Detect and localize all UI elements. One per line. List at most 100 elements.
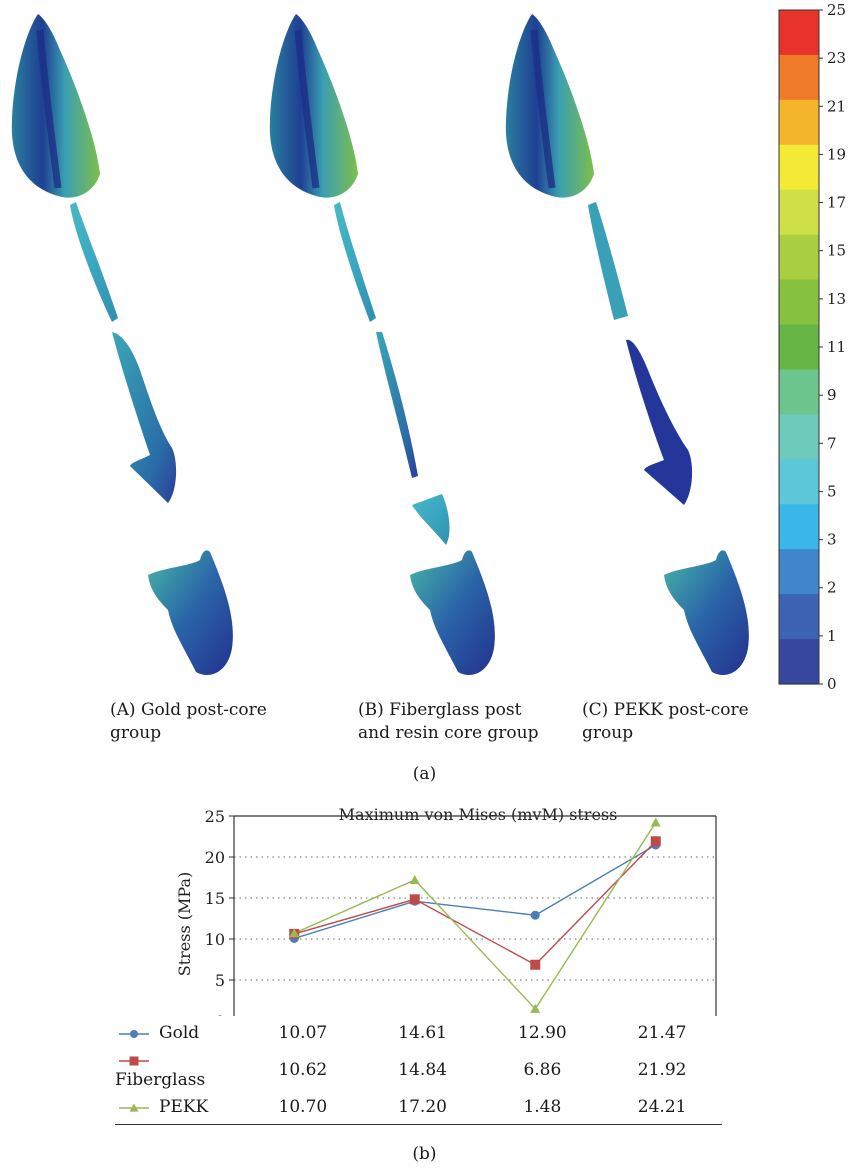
data-point-square (530, 959, 541, 970)
gold-crown-model (11, 14, 101, 198)
colorbar-segment (779, 369, 819, 415)
pekk-root-model (664, 550, 749, 675)
table-cell: 21.92 (637, 1060, 687, 1080)
series-line-gold (294, 844, 657, 940)
colorbar-segment (779, 324, 819, 371)
legend-entry: Gold (115, 1016, 243, 1050)
colorbar-tick-label: 1 (827, 627, 837, 645)
caption-fiberglass-line2: and resin core group (358, 723, 539, 743)
colorbar-tick-label: 7 (827, 434, 837, 452)
colorbar-segment (779, 639, 819, 685)
fiberglass-root-model (410, 550, 495, 675)
data-point-triangle (409, 874, 420, 884)
series-markers (289, 817, 661, 1013)
colorbar-segment (779, 549, 819, 595)
pekk-post-model (626, 339, 693, 505)
caption-gold-line2: group (110, 723, 162, 743)
y-tick-label: 10 (205, 930, 225, 949)
colorbar-tick-label: 25 (827, 1, 846, 19)
colorbar-tick-label: 15 (827, 242, 846, 260)
caption-fiberglass-group: (B) Fiberglass post and resin core group (358, 699, 539, 745)
colorbar-tick-label: 23 (827, 49, 846, 67)
legend-marker-pekk (119, 1103, 149, 1112)
colorbar-tick-label: 17 (827, 194, 846, 212)
y-tick-label: 25 (205, 807, 225, 826)
gold-group-models (11, 14, 233, 675)
mvm-stress-chart: Maximum von Mises (mvM) stress Stress (M… (175, 805, 717, 1016)
gold-cement-model (70, 202, 118, 322)
colorbar-tick-label: 3 (827, 531, 837, 549)
colorbar-tick-label: 5 (827, 482, 837, 500)
caption-pekk-line2: group (582, 723, 634, 743)
data-point-triangle (129, 1103, 139, 1112)
colorbar-segment (779, 504, 819, 550)
legend-marker-fiberglass (119, 1056, 149, 1065)
table-cell: 24.21 (602, 1090, 722, 1125)
legend-entry: Fiberglass (115, 1050, 243, 1090)
series-line-pekk (293, 822, 657, 1010)
table-cell: 14.61 (398, 1023, 447, 1043)
chart-title: Maximum von Mises (mvM) stress (339, 805, 618, 824)
table-cell: 21.47 (637, 1023, 687, 1043)
table-row: Fiberglass 10.62 14.84 6.86 21.92 (115, 1050, 722, 1090)
y-tick-label: 15 (205, 889, 225, 908)
caption-gold-group: (A) Gold post-core group (110, 699, 267, 745)
data-point-square (409, 894, 420, 905)
colorbar-segment (779, 189, 819, 236)
colorbar-tick-label: 0 (827, 675, 837, 693)
caption-fiberglass-line1: (B) Fiberglass post (358, 700, 522, 720)
data-point-triangle (289, 928, 300, 938)
fiberglass-post-model (376, 332, 418, 478)
colorbar-segment (779, 414, 819, 460)
table-cell: 14.84 (398, 1060, 447, 1080)
legend-label: Gold (159, 1023, 200, 1043)
y-tick-label: 0 (215, 1012, 225, 1016)
chart-y-axis-label: Stress (MPa) (175, 872, 194, 976)
data-point-circle (530, 910, 540, 920)
y-tick-labels: 0 5 10 15 20 25 (205, 807, 225, 1016)
colorbar-segment (779, 594, 819, 640)
table-cell: 1.48 (482, 1090, 603, 1125)
colorbar-tick-label: 13 (827, 290, 846, 308)
caption-pekk-line1: (C) PEKK post-core (582, 700, 749, 720)
caption-gold-line1: (A) Gold post-core (110, 700, 267, 720)
fiberglass-cement-model (334, 202, 376, 322)
table-cell: 12.90 (518, 1023, 567, 1043)
legend-entry: PEKK (115, 1090, 243, 1125)
table-cell: 10.70 (243, 1090, 363, 1125)
table-cell: 17.20 (362, 1090, 483, 1125)
y-tick-label: 5 (215, 971, 225, 990)
legend-marker-gold (119, 1029, 149, 1038)
stress-colorbar (778, 9, 823, 685)
colorbar-tick-label: 2 (827, 579, 837, 597)
gold-root-model (148, 550, 233, 675)
data-point-triangle (530, 1003, 541, 1013)
series-line-fiberglass (294, 840, 657, 966)
colorbar-segment (779, 459, 819, 505)
colorbar-segment (779, 54, 819, 101)
data-point-circle (130, 1029, 138, 1038)
table-row: Gold 10.07 14.61 12.90 21.47 (115, 1016, 722, 1050)
data-point-triangle (650, 817, 661, 827)
colorbar-segment (779, 99, 819, 146)
colorbar-segment (779, 10, 819, 56)
table-cell: 10.62 (278, 1060, 328, 1080)
colorbar-segment (779, 279, 819, 326)
colorbar-tick-label: 9 (827, 386, 837, 404)
table-cell: 10.07 (278, 1023, 328, 1043)
series-lines (293, 822, 657, 1010)
colorbar-tick-label: 11 (827, 338, 846, 356)
panel-b-label: (b) (412, 1144, 437, 1164)
chart-axes (229, 815, 717, 1016)
table-row: PEKK 10.70 17.20 1.48 24.21 (115, 1090, 722, 1125)
gold-post-model (112, 332, 177, 503)
fiberglass-crown-model (269, 14, 358, 198)
pekk-crown-model (505, 14, 594, 198)
colorbar-tick-label: 21 (827, 97, 846, 115)
data-point-square (650, 836, 661, 847)
table-cell: 6.86 (523, 1060, 562, 1080)
legend-label: Fiberglass (115, 1070, 206, 1090)
colorbar-segment (779, 234, 819, 281)
fiberglass-core-model (412, 494, 450, 545)
